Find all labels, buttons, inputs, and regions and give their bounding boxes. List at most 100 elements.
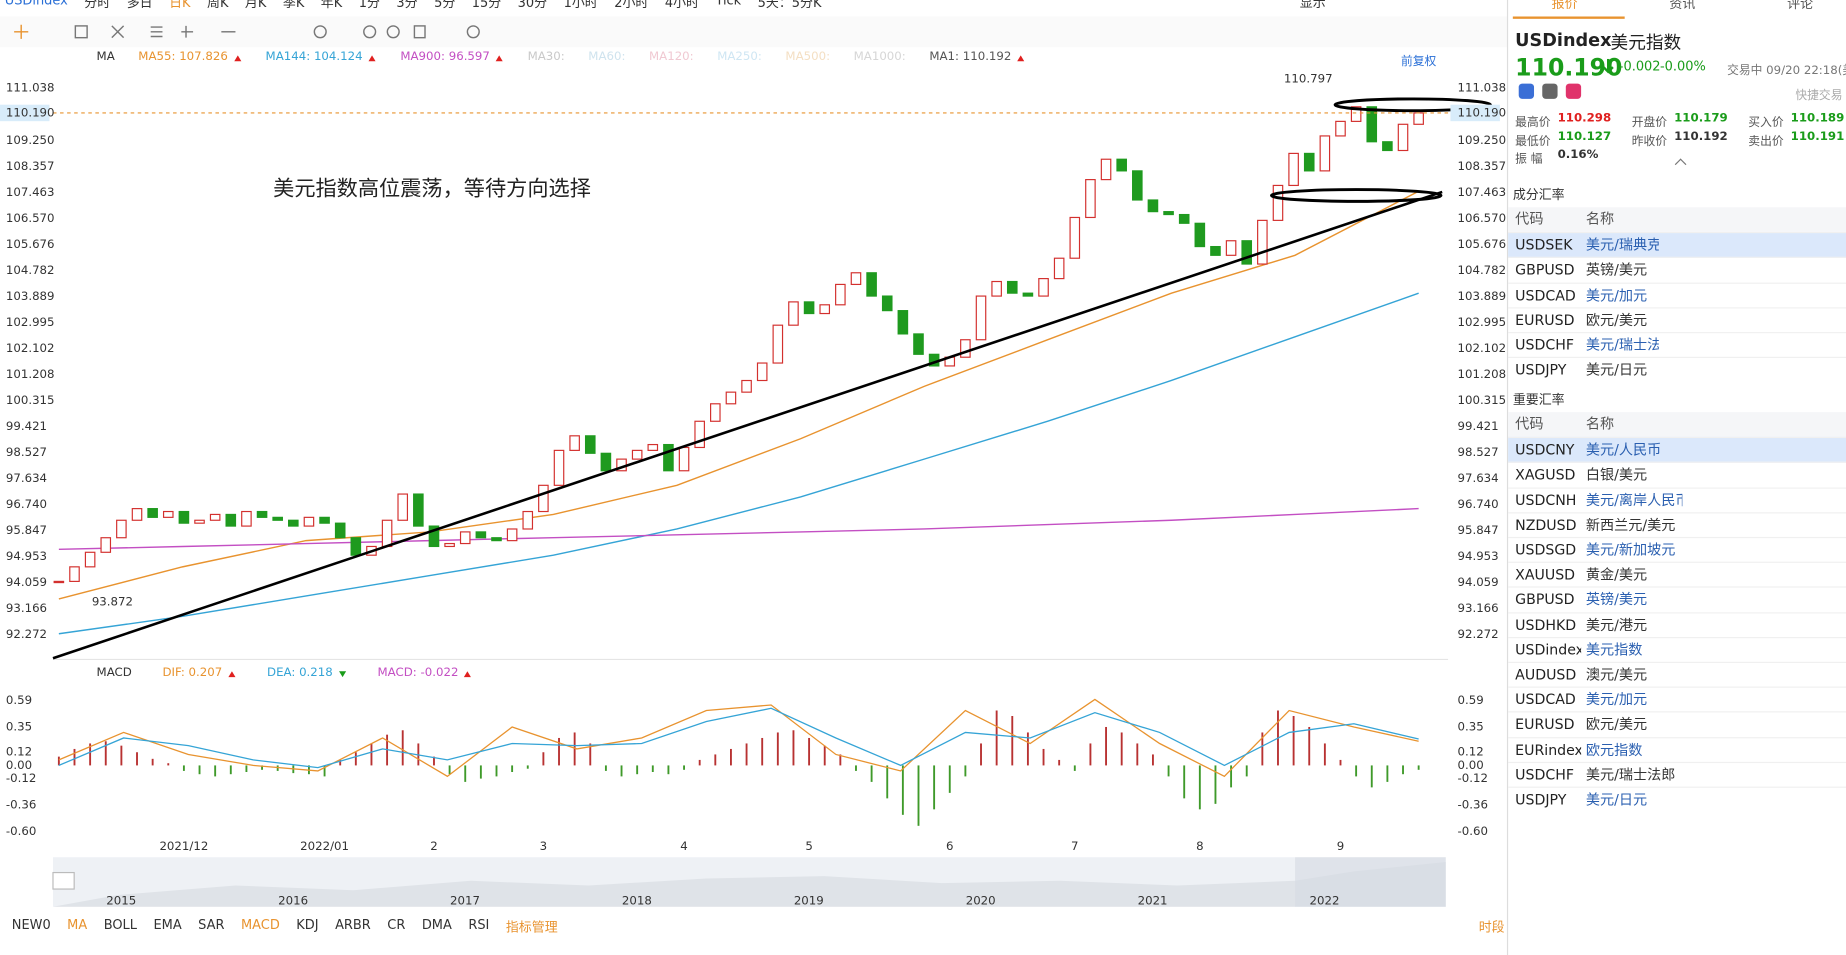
candle xyxy=(788,301,799,326)
table-cell: 美元指数 xyxy=(1585,641,1643,659)
table-cell: USDCAD xyxy=(1515,691,1576,708)
indicator-tab[interactable]: KDJ xyxy=(296,917,319,933)
x-tick-label: 8 xyxy=(1196,839,1203,853)
period-tab[interactable]: 年K xyxy=(320,0,343,11)
period-bar: USDindex 分时 多日 日K 周K 月K 季K 年K 1分 3分 5分 15分 30分 1小时 2小时… xyxy=(5,0,822,12)
indicator-tab[interactable]: EMA xyxy=(153,917,182,933)
y-tick-label: 101.208 xyxy=(6,367,55,381)
navigator-window[interactable] xyxy=(1295,857,1446,907)
legend-item: DIF: 0.207 xyxy=(162,666,236,679)
quick-trade[interactable]: 快捷交易 xyxy=(1795,89,1843,103)
legend-text: MA30: xyxy=(527,50,565,64)
candle xyxy=(241,510,252,527)
symbol[interactable]: USDindex xyxy=(4,0,68,9)
candle xyxy=(866,272,877,297)
collapse-icon[interactable] xyxy=(1674,158,1687,171)
period-tab[interactable]: 5天：5分K xyxy=(757,0,822,11)
period-tab[interactable]: 周K xyxy=(207,0,229,11)
indicator-tab[interactable]: BOLL xyxy=(103,917,137,933)
period-tab[interactable]: 分时 xyxy=(84,0,111,11)
panel-border xyxy=(1506,0,1509,955)
table-cell: USDCNY xyxy=(1515,441,1575,459)
legend-item: MA55: 107.826 xyxy=(138,51,242,64)
period-tab[interactable]: 日K xyxy=(169,0,191,11)
indicator-tab[interactable]: RSI xyxy=(468,917,490,933)
period-tab[interactable]: 30分 xyxy=(517,0,548,11)
change-pct: -0.00% xyxy=(1659,58,1706,75)
candle xyxy=(1303,152,1315,172)
indicator-tab[interactable]: MACD xyxy=(240,917,280,933)
adjust-button[interactable]: 前复权 xyxy=(1400,55,1437,69)
candle xyxy=(1053,257,1065,280)
indicator-tab[interactable]: MA xyxy=(67,917,88,933)
annotation: 美元指数高位震荡，等待方向选择 xyxy=(273,176,591,201)
panel-tab[interactable]: 资讯 xyxy=(1669,0,1696,12)
trend-arrow xyxy=(368,54,376,61)
indicator-tab[interactable]: DMA xyxy=(421,917,452,933)
x-tick-label: 5 xyxy=(805,839,812,853)
candle xyxy=(975,295,987,341)
candle xyxy=(913,333,924,355)
period-tab[interactable]: 1小时 xyxy=(563,0,598,11)
candle xyxy=(678,446,690,472)
legend-item: MA120: xyxy=(649,51,694,64)
y-tick-label: 0.59 xyxy=(1457,693,1483,707)
candle xyxy=(272,516,283,521)
year-label: 2017 xyxy=(450,893,480,907)
indicator-name[interactable]: MACD xyxy=(96,666,132,680)
indicator-tab[interactable]: CR xyxy=(387,917,406,933)
candle xyxy=(663,443,674,472)
indicator-tab[interactable]: 指标管理 xyxy=(505,919,558,935)
panel-tab[interactable]: 报价 xyxy=(1551,0,1578,12)
period-tab[interactable]: 3分 xyxy=(396,0,418,11)
period-tab[interactable]: 月K xyxy=(244,0,267,11)
high-label: 110.797 xyxy=(1284,71,1333,85)
panel-tab[interactable]: 评论 xyxy=(1787,0,1814,12)
stat-value: 0.16% xyxy=(1557,148,1599,162)
candle xyxy=(256,510,268,518)
year-label: 2016 xyxy=(278,893,308,907)
period-tab[interactable]: Tick xyxy=(715,0,742,9)
period-tab[interactable]: 多日 xyxy=(126,0,153,11)
indicator-name[interactable]: MA xyxy=(96,50,115,64)
indicator-tab[interactable]: SAR xyxy=(198,917,225,933)
indicator-tab[interactable]: ARBR xyxy=(335,917,371,933)
indicator-tab[interactable]: NEW0 xyxy=(11,917,51,933)
y-tick-label: 111.038 xyxy=(6,81,55,95)
period-tab[interactable]: 2小时 xyxy=(614,0,649,11)
period-tab[interactable]: 季K xyxy=(282,0,305,11)
trend-arrow xyxy=(338,670,346,677)
period-tab[interactable]: 4小时 xyxy=(664,0,699,11)
navigator-handle[interactable] xyxy=(52,871,75,890)
period-tab[interactable]: 1分 xyxy=(358,0,380,11)
display-menu[interactable]: 显示 xyxy=(1299,0,1326,11)
period-tab[interactable]: 15分 xyxy=(471,0,502,11)
candle xyxy=(1272,184,1284,221)
session-button[interactable]: 时段 xyxy=(1478,919,1505,935)
period-tab[interactable]: 5分 xyxy=(434,0,456,11)
table-row[interactable]: EURindex欧元指数101.268-0.03% xyxy=(1508,736,1846,763)
candle xyxy=(288,519,299,527)
candle xyxy=(1319,135,1331,172)
candle xyxy=(1022,292,1034,297)
